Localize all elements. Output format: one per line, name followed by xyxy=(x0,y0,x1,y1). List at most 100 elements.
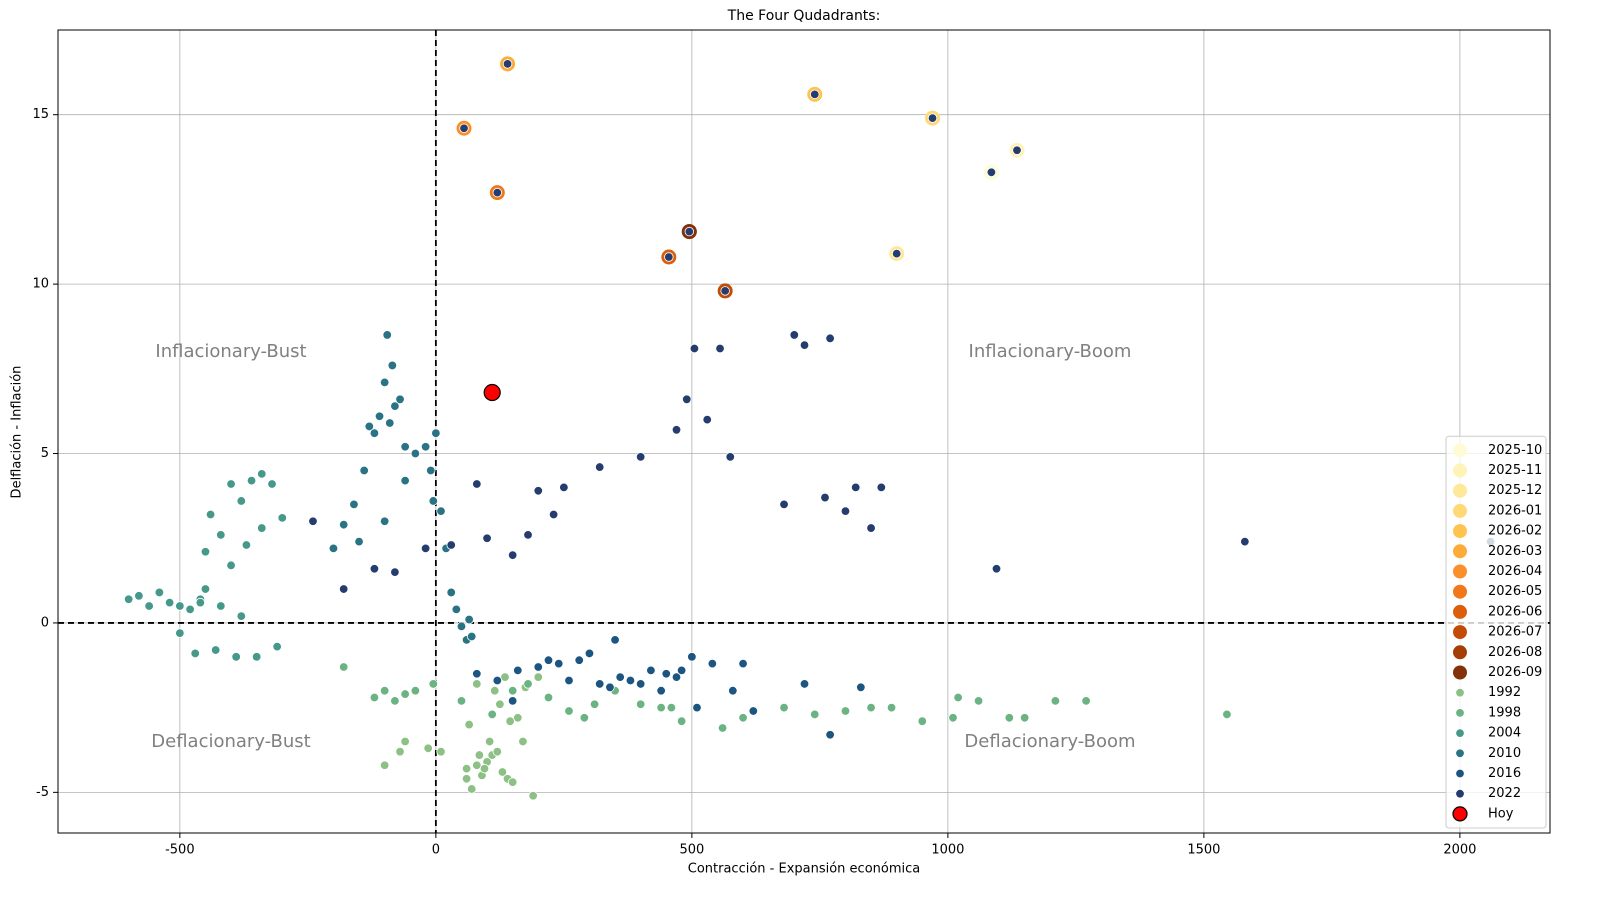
legend-label: 2022 xyxy=(1488,786,1521,801)
point xyxy=(799,679,810,689)
point xyxy=(241,540,252,550)
point xyxy=(436,506,446,516)
point xyxy=(339,519,349,530)
point xyxy=(820,492,830,503)
quadrant-label: Deflacionary-Boom xyxy=(964,731,1135,752)
legend-label: 2026-01 xyxy=(1488,503,1542,518)
point xyxy=(851,482,861,493)
legend-label: 2026-06 xyxy=(1488,604,1542,619)
legend-label: 2026-04 xyxy=(1488,564,1542,579)
point xyxy=(492,746,503,757)
point xyxy=(779,499,789,510)
point xyxy=(395,394,405,405)
point xyxy=(661,669,671,679)
point xyxy=(497,767,508,777)
point xyxy=(483,383,501,402)
point xyxy=(559,482,569,493)
point xyxy=(507,696,518,706)
point xyxy=(1081,696,1091,706)
point xyxy=(584,648,595,659)
point xyxy=(354,536,364,547)
point xyxy=(986,167,997,178)
point xyxy=(464,719,474,730)
point xyxy=(513,665,523,676)
point xyxy=(456,696,467,706)
point xyxy=(1004,713,1015,723)
legend-marker xyxy=(1452,806,1468,822)
point xyxy=(543,692,554,703)
point xyxy=(339,662,349,672)
legend-label: 2026-09 xyxy=(1488,665,1542,680)
point xyxy=(251,652,262,662)
legend-label: 1998 xyxy=(1488,705,1521,720)
legend-marker xyxy=(1455,708,1465,718)
point xyxy=(195,597,206,608)
point xyxy=(528,791,538,801)
point xyxy=(1012,145,1022,155)
point xyxy=(635,452,646,462)
point xyxy=(474,750,485,760)
point xyxy=(533,662,543,672)
point xyxy=(505,716,515,726)
point xyxy=(479,763,490,774)
point xyxy=(390,401,400,411)
point xyxy=(656,702,666,713)
point xyxy=(472,479,482,489)
point xyxy=(707,658,718,669)
chart-title: The Four Qudadrants: xyxy=(727,8,881,24)
point xyxy=(676,716,687,726)
point xyxy=(543,655,554,665)
point xyxy=(200,584,211,594)
legend-label: 2025-10 xyxy=(1488,443,1542,458)
point xyxy=(216,530,226,540)
point xyxy=(490,685,500,696)
point xyxy=(610,635,620,645)
point xyxy=(656,685,666,696)
legend-box xyxy=(1445,435,1547,829)
point xyxy=(410,685,421,696)
point xyxy=(689,343,700,354)
point xyxy=(715,343,725,354)
point xyxy=(175,628,185,638)
point xyxy=(615,672,625,682)
legend-label: 2026-08 xyxy=(1488,645,1542,660)
point xyxy=(513,713,523,723)
point xyxy=(507,777,518,787)
point xyxy=(953,692,963,703)
y-tick-label: 10 xyxy=(32,277,49,292)
point xyxy=(507,550,518,560)
point xyxy=(484,736,495,747)
legend-label: Hoy xyxy=(1488,806,1514,821)
point xyxy=(257,469,267,479)
x-tick-label: 0 xyxy=(432,843,440,858)
point xyxy=(825,333,835,344)
x-tick-label: -500 xyxy=(165,843,195,858)
legend-marker xyxy=(1453,625,1467,640)
point xyxy=(507,685,518,696)
point xyxy=(492,187,503,198)
point xyxy=(886,702,897,713)
point xyxy=(523,679,533,689)
x-tick-label: 500 xyxy=(679,843,704,858)
point xyxy=(1222,709,1232,720)
point xyxy=(123,594,134,604)
legend-marker xyxy=(1453,584,1467,599)
point xyxy=(410,448,421,459)
point xyxy=(277,513,287,523)
point xyxy=(308,516,318,526)
point xyxy=(779,702,789,713)
point xyxy=(840,706,851,716)
legend-marker xyxy=(1453,564,1467,579)
x-tick-label: 2000 xyxy=(1443,843,1476,858)
point xyxy=(684,226,695,237)
point xyxy=(385,418,395,428)
point xyxy=(459,123,469,133)
point xyxy=(226,479,236,489)
point xyxy=(666,702,677,713)
point xyxy=(339,584,349,594)
point xyxy=(236,611,246,621)
point xyxy=(154,587,165,598)
point xyxy=(420,543,431,554)
point xyxy=(144,601,154,611)
point xyxy=(748,706,759,716)
